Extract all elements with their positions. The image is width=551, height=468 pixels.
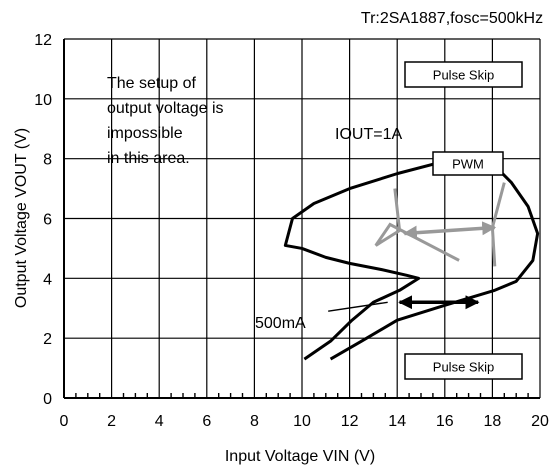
x-tick-label: 14 — [388, 413, 406, 430]
note-line-3: impossible — [107, 125, 183, 142]
series-line-iout-1a — [283, 157, 540, 361]
pwm-range-arrow — [402, 221, 497, 240]
tick-labels: 0 2 4 6 8 10 12 14 16 18 20 0 2 4 6 8 10 12 — [34, 32, 549, 430]
x-axis-label: Input Voltage VIN (V) — [225, 448, 375, 465]
boxes: Pulse Skip PWM Pulse Skip — [404, 61, 523, 380]
x-tick-label: 4 — [155, 413, 164, 430]
minor-ticks — [75, 393, 529, 398]
y-tick-label: 6 — [43, 212, 52, 229]
y-axis-label: Output Voltage VOUT (V) — [13, 128, 30, 308]
note-line-2: output voltage is — [107, 100, 224, 117]
y-tick-label: 10 — [34, 92, 52, 109]
label-iout-1a: IOUT=1A — [335, 126, 402, 143]
pulse-skip-top-label: Pulse Skip — [433, 68, 494, 83]
x-tick-label: 20 — [531, 413, 549, 430]
x-tick-label: 0 — [60, 413, 69, 430]
x-tick-label: 8 — [250, 413, 259, 430]
x-tick-label: 18 — [484, 413, 502, 430]
grid — [63, 38, 541, 399]
y-tick-label: 0 — [43, 391, 52, 408]
x-tick-label: 6 — [202, 413, 211, 430]
y-tick-label: 2 — [43, 331, 52, 348]
pulse-skip-top-box — [404, 61, 523, 88]
pwm-box — [432, 151, 504, 176]
note-line-4: in this area. — [107, 150, 190, 167]
pulse-skip-bottom-label: Pulse Skip — [433, 360, 494, 375]
pwm-label: PWM — [452, 157, 484, 172]
note-line-1: The setup of — [107, 75, 197, 92]
series-line-500ma-left — [374, 188, 460, 262]
x-tick-label: 16 — [436, 413, 454, 430]
x-tick-label: 10 — [293, 413, 311, 430]
series — [283, 157, 540, 361]
label-500ma: 500mA — [255, 315, 306, 332]
arrows — [328, 182, 506, 312]
y-tick-label: 4 — [43, 271, 52, 288]
pulse-skip-bottom-box — [404, 353, 523, 380]
chart-title: Tr:2SA1887,fosc=500kHz — [361, 10, 543, 27]
x-tick-label: 2 — [107, 413, 116, 430]
series-line-500ma-right — [490, 182, 506, 267]
500ma-leader-line — [328, 301, 388, 312]
y-tick-label: 8 — [43, 152, 52, 169]
x-tick-label: 12 — [341, 413, 359, 430]
y-tick-label: 12 — [34, 32, 52, 49]
